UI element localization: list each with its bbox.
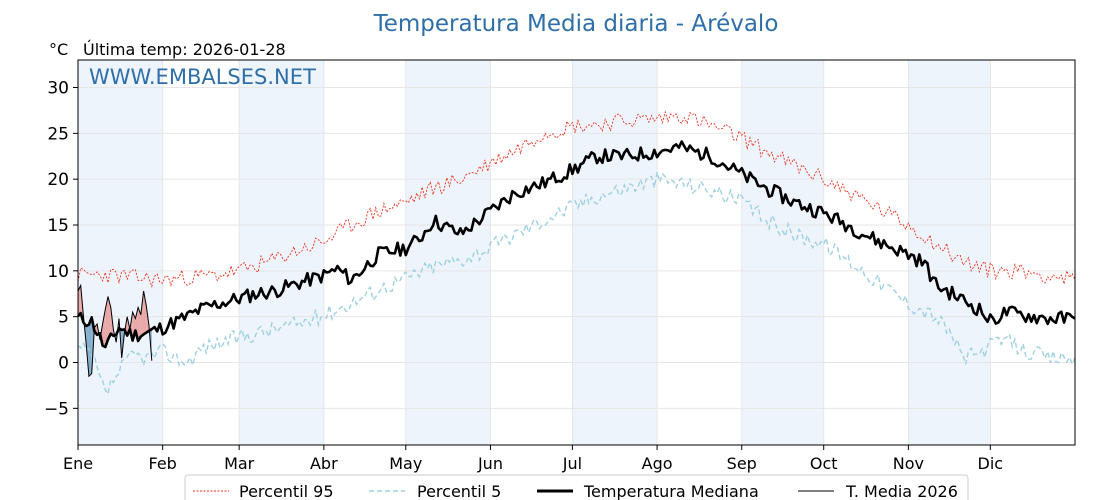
watermark: WWW.EMBALSES.NET [89,65,316,89]
legend: Percentil 95 Percentil 5 Temperatura Med… [184,474,969,500]
anomaly-above [140,291,144,337]
x-tick-label: Ene [63,454,93,473]
x-axis: Ene Feb Mar Abr May Jun Jul Ago Sep Oct Nov Dic [63,445,1003,473]
month-band-Mar [239,60,324,445]
month-band-Ene [78,60,163,445]
y-tick-label: 30 [47,79,69,99]
anomaly-above [78,285,81,317]
anomaly-below [88,317,92,377]
series-lines [77,110,1076,397]
y-tick-label: 5 [58,308,69,328]
legend-label-p5: Percentil 5 [417,482,501,500]
plot-frame [77,59,1076,446]
unit-label: °C [49,40,68,59]
chart-title: Temperatura Media diaria - Arévalo [373,11,779,37]
x-tick-label: Oct [810,454,838,473]
anomaly-above [143,291,147,335]
y-tick-label: 0 [58,354,69,374]
anomaly-above [105,296,109,348]
x-tick-label: Jul [562,454,582,473]
series-line-current [77,283,153,378]
x-tick-label: Jun [477,454,503,473]
x-tick-label: Feb [149,454,177,473]
y-tick-label: 20 [47,170,69,190]
grid-lines [77,60,1075,445]
plot-background [78,60,991,445]
anomaly-above [138,307,141,342]
legend-label-p95: Percentil 95 [239,482,334,500]
legend-label-current: T. Media 2026 [845,482,958,500]
x-tick-label: Dic [978,454,1004,473]
legend-label-median: Temperatura Mediana [583,482,759,500]
last-temp-label: Última temp: 2026-01-28 [83,40,286,59]
month-band-Sep [741,60,824,445]
x-tick-label: May [389,454,422,473]
series-line-median [77,140,1076,349]
y-tick-label: 15 [47,216,69,236]
y-tick-label: −5 [44,399,69,419]
x-tick-label: Sep [727,454,757,473]
x-tick-label: Nov [893,454,924,473]
y-tick-label: 25 [47,124,69,144]
series-line-p5 [77,171,1076,397]
x-tick-label: Mar [224,454,255,473]
month-band-May [405,60,491,445]
y-tick-label: 10 [47,262,69,282]
y-axis: −5 0 5 10 15 20 25 30 [44,79,78,419]
anomaly-above [102,309,106,348]
anomaly-above [108,296,111,340]
legend-box [184,474,969,500]
x-tick-label: Ago [642,454,673,473]
x-tick-label: Abr [310,454,338,473]
series-line-p95 [77,110,1076,288]
month-band-Jul [572,60,658,445]
